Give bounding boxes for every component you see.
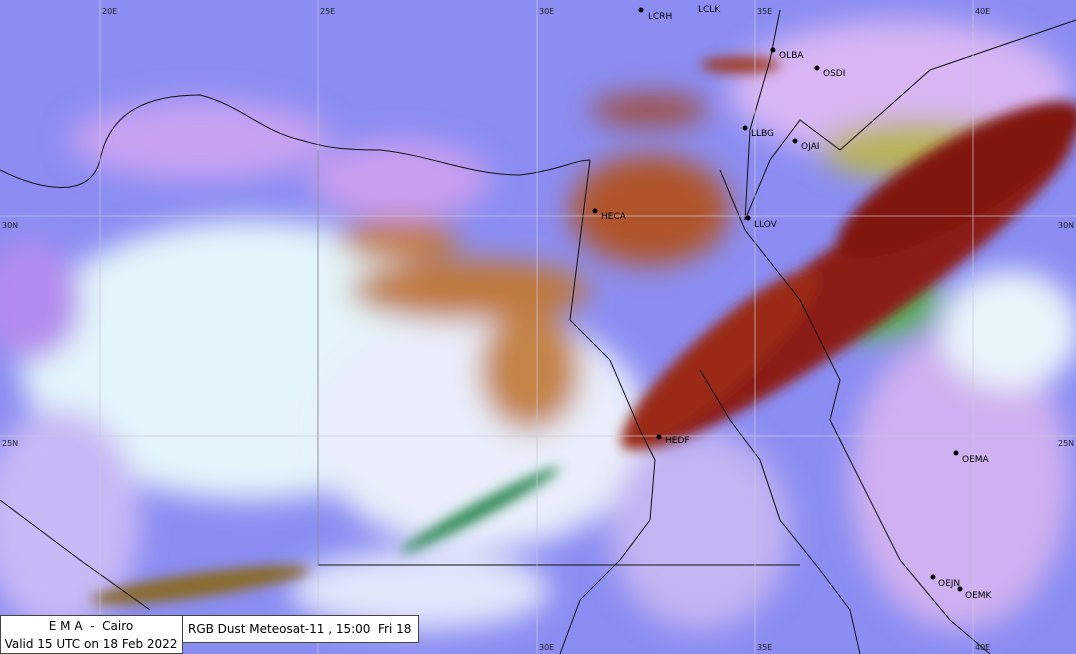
dust-plume — [91, 57, 1076, 605]
station-label: LCRH — [648, 12, 672, 22]
station-dot — [656, 434, 662, 440]
lat-label: 25N — [1058, 439, 1074, 448]
cloud-field — [0, 20, 1076, 630]
station-dot — [930, 574, 936, 580]
station-label: HEDF — [665, 436, 690, 446]
station-label: LLBG — [751, 129, 774, 139]
station-dot — [638, 7, 644, 13]
station-dot — [814, 65, 820, 71]
lon-label: 35E — [757, 643, 772, 652]
lat-label: 30N — [2, 221, 18, 230]
lon-label: 30E — [539, 643, 554, 652]
lon-label: 40E — [975, 643, 990, 652]
valid-time: Valid 15 UTC on 18 Feb 2022 — [5, 637, 178, 651]
station-dot — [957, 586, 963, 592]
product-panel — [182, 615, 419, 643]
station-dot — [770, 47, 776, 53]
lon-label: 35E — [757, 7, 772, 16]
grid-labels: 20E 25E 30E 35E 40E 30E 35E 40E 30N 25N … — [2, 7, 1074, 652]
station-dot — [742, 125, 748, 131]
station-label: OEJN — [938, 579, 960, 589]
station-label: LCLK — [698, 5, 721, 15]
agency: E M A - Cairo — [49, 619, 133, 633]
station-label: OEMK — [965, 591, 993, 601]
station-label: OEMA — [962, 455, 990, 465]
lat-label: 25N — [2, 439, 18, 448]
product: RGB Dust Meteosat-11 , 15:00 Fri 18 — [188, 622, 411, 636]
station-dot — [745, 215, 751, 221]
lon-label: 40E — [975, 7, 990, 16]
station-label: HECA — [601, 212, 627, 222]
lon-label: 30E — [539, 7, 554, 16]
station-label: LLOV — [754, 220, 778, 230]
station-dot — [953, 450, 959, 456]
lon-label: 25E — [320, 7, 335, 16]
station-dot — [792, 138, 798, 144]
lat-label: 30N — [1058, 221, 1074, 230]
station-dot — [592, 208, 598, 214]
station-label: OSDI — [823, 69, 845, 79]
lon-label: 20E — [102, 7, 117, 16]
info-box: E M A - Cairo Valid 15 UTC on 18 Feb 202… — [0, 615, 419, 654]
stations: LCRH LCLK OLBA OSDI LLBG OJAI HECA LLOV … — [592, 5, 993, 601]
station-label: OLBA — [779, 51, 804, 61]
station-label: OJAI — [801, 142, 819, 152]
